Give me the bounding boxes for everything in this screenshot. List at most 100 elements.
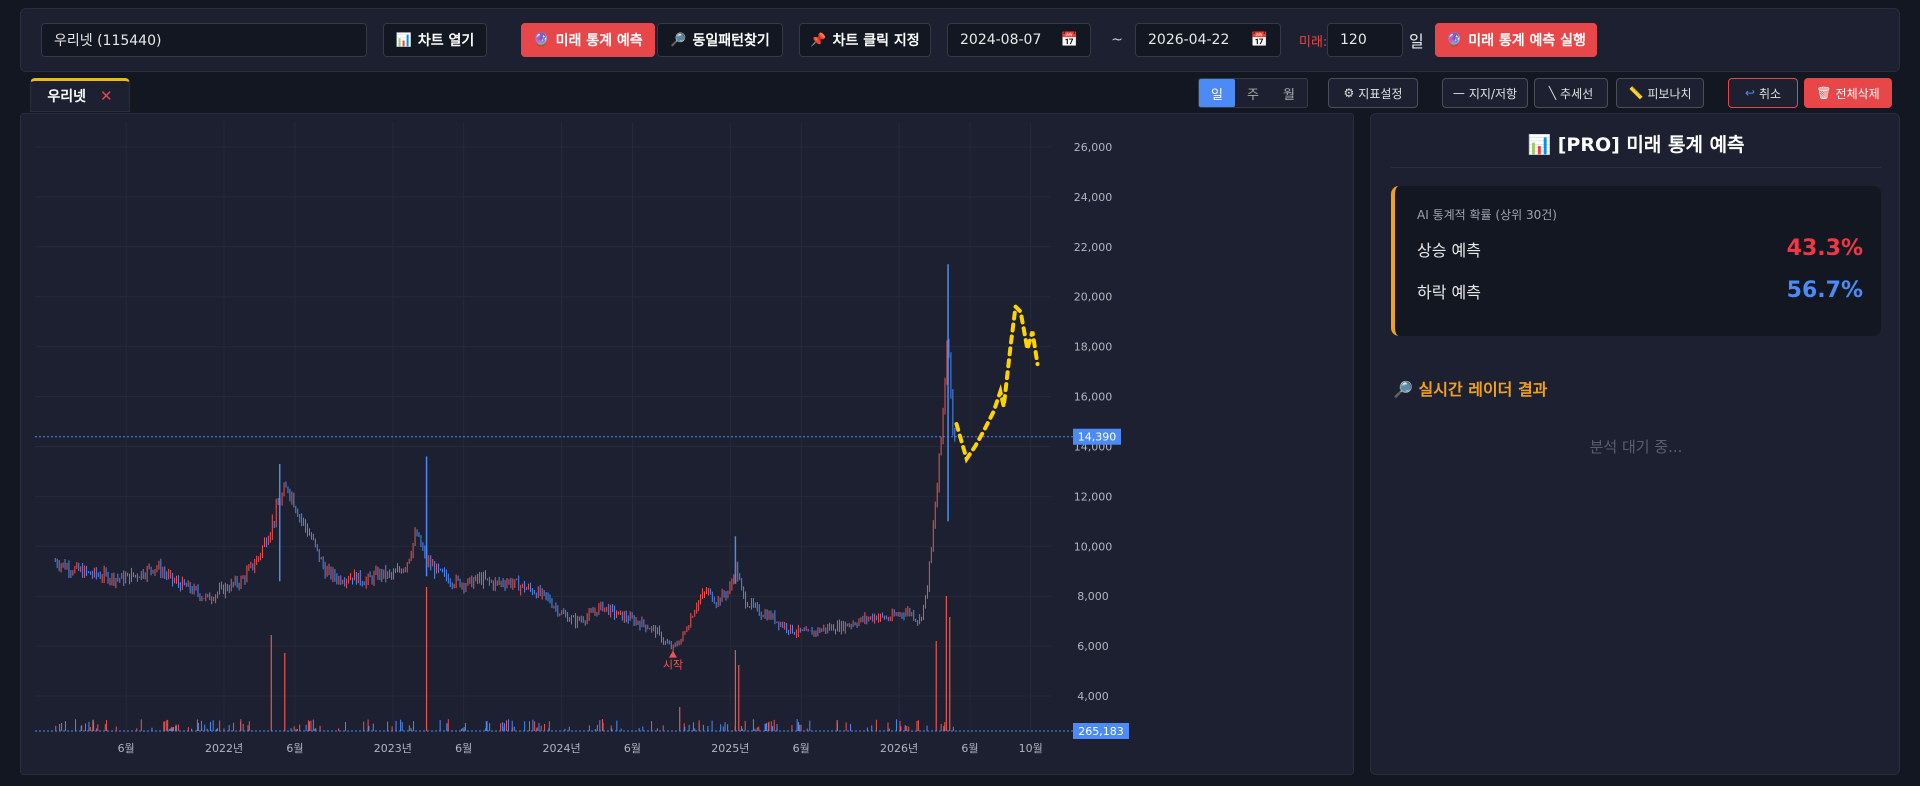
y-tick-label: 26,000: [1074, 141, 1113, 154]
tab-bar: 우리넷 ✕ 일 주 월 ⚙ 지표설정 — 지지/저항 ╲ 추세선 📏 피보나치 ↩ 취소 …: [20, 78, 1900, 112]
ruler-icon: 📏: [1628, 86, 1644, 100]
undo-button[interactable]: ↩ 취소: [1728, 78, 1798, 108]
down-prediction-row: 하락 예측 56.7%: [1417, 278, 1863, 303]
x-tick-label: 6월: [961, 742, 978, 755]
up-prediction-row: 상승 예측 43.3%: [1417, 236, 1863, 261]
x-tick-label: 6월: [624, 742, 641, 755]
radar-status: 분석 대기 중...: [1589, 438, 1683, 456]
diagonal-line-icon: ╲: [1548, 86, 1557, 100]
horizontal-line-icon: —: [1452, 86, 1465, 100]
trash-icon: 🗑: [1816, 86, 1832, 100]
crystal-ball-icon: 🔮: [533, 32, 550, 48]
support-resistance-button[interactable]: — 지지/저항: [1442, 78, 1528, 108]
prediction-line: [954, 302, 1040, 464]
y-tick-label: 10,000: [1074, 540, 1113, 553]
period-week[interactable]: 주: [1247, 87, 1259, 103]
y-tick-label: 6,000: [1077, 640, 1109, 653]
undo-label: 취소: [1758, 86, 1782, 101]
pin-icon: 📌: [810, 32, 827, 48]
start-date-input[interactable]: 2024-08-07 📅: [947, 23, 1091, 57]
stock-input-value: 우리넷 (115440): [54, 33, 162, 49]
y-tick-label: 8,000: [1077, 590, 1109, 603]
run-predict-button[interactable]: 🔮 미래 통계 예측 실행: [1435, 23, 1597, 57]
open-chart-label: 차트 열기: [417, 33, 475, 49]
y-tick-label: 4,000: [1077, 690, 1109, 703]
x-tick-label: 2024년: [543, 742, 581, 755]
volume-label: 265,183: [1078, 725, 1124, 738]
future-label: 미래:: [1299, 34, 1328, 50]
end-date-input[interactable]: 2026-04-22 📅: [1135, 23, 1281, 57]
period-month[interactable]: 월: [1283, 87, 1295, 103]
y-tick-label: 18,000: [1074, 341, 1113, 354]
x-tick-label: 6월: [793, 742, 810, 755]
up-prediction-value: 43.3%: [1786, 236, 1863, 261]
x-tick-label: 2026년: [880, 742, 918, 755]
calendar-icon: 📅: [1250, 32, 1268, 48]
magnifier-icon: 🔎: [1393, 380, 1413, 399]
volume-badge: [1073, 723, 1129, 739]
prediction-side-panel: 📊 [PRO] 미래 통계 예측 AI 통계적 확률 (상위 30건) 상승 예…: [1370, 113, 1900, 775]
down-prediction-value: 56.7%: [1786, 278, 1863, 303]
radar-title-text: 실시간 레이더 결과: [1418, 380, 1548, 399]
same-pattern-button[interactable]: 🔎 동일패턴찾기: [657, 23, 783, 57]
future-predict-label: 미래 통계 예측: [555, 33, 643, 49]
end-date-value: 2026-04-22: [1148, 32, 1230, 48]
chart-click-point-button[interactable]: 📌 차트 클릭 지정: [799, 23, 931, 57]
x-tick-label: 2025년: [711, 742, 749, 755]
start-marker-label: 시작: [663, 659, 683, 672]
x-tick-label: 6월: [455, 742, 472, 755]
down-prediction-label: 하락 예측: [1417, 282, 1481, 302]
future-days-input[interactable]: 120: [1327, 23, 1403, 57]
stock-search-input[interactable]: 우리넷 (115440): [41, 23, 367, 57]
fibonacci-button[interactable]: 📏 피보나치: [1616, 78, 1704, 108]
run-predict-label: 미래 통계 예측 실행: [1468, 33, 1586, 49]
up-prediction-label: 상승 예측: [1417, 240, 1481, 260]
delete-all-label: 전체삭제: [1835, 86, 1880, 101]
y-tick-label: 20,000: [1074, 291, 1113, 304]
bar-chart-icon: 📊: [1527, 134, 1552, 156]
start-date-value: 2024-08-07: [960, 32, 1042, 48]
x-tick-label: 6월: [118, 742, 135, 755]
fibonacci-label: 피보나치: [1647, 86, 1692, 101]
magnifier-icon: 🔎: [670, 32, 687, 48]
tab-woorinet[interactable]: 우리넷 ✕: [30, 78, 130, 112]
same-pattern-label: 동일패턴찾기: [692, 33, 770, 49]
probability-heading: AI 통계적 확률 (상위 30건): [1417, 208, 1557, 222]
side-panel-title: 📊 [PRO] 미래 통계 예측: [1391, 130, 1881, 168]
crystal-ball-icon: 🔮: [1446, 32, 1463, 48]
side-title-text: [PRO] 미래 통계 예측: [1557, 134, 1745, 156]
undo-icon: ↩: [1744, 86, 1755, 100]
price-chart[interactable]: 26,00024,00022,00020,00018,00016,00014,0…: [21, 114, 1354, 775]
delete-all-button[interactable]: 🗑 전체삭제: [1804, 78, 1892, 108]
future-predict-button[interactable]: 🔮 미래 통계 예측: [521, 23, 655, 57]
radar-title: 🔎 실시간 레이더 결과: [1393, 376, 1547, 400]
open-chart-button[interactable]: 📊 차트 열기: [383, 23, 487, 57]
y-tick-label: 16,000: [1074, 391, 1113, 404]
indicator-settings-button[interactable]: ⚙ 지표설정: [1328, 78, 1418, 108]
current-price-badge: [1073, 428, 1121, 445]
date-range-separator: ~: [1111, 32, 1123, 48]
close-icon[interactable]: ✕: [100, 87, 113, 105]
probability-card: AI 통계적 확률 (상위 30건) 상승 예측 43.3% 하락 예측 56.…: [1391, 186, 1881, 336]
future-days-value: 120: [1340, 32, 1367, 48]
period-day[interactable]: 일: [1199, 79, 1235, 107]
indicator-label: 지표설정: [1358, 86, 1403, 101]
y-tick-label: 22,000: [1074, 241, 1113, 254]
gear-icon: ⚙: [1343, 86, 1355, 100]
tab-label: 우리넷: [47, 89, 87, 105]
x-tick-label: 2023년: [374, 742, 412, 755]
bar-chart-icon: 📊: [395, 32, 412, 48]
x-tick-label: 10월: [1019, 742, 1043, 755]
x-tick-label: 2022년: [205, 742, 243, 755]
trendline-button[interactable]: ╲ 추세선: [1534, 78, 1608, 108]
chart-click-point-label: 차트 클릭 지정: [832, 33, 920, 49]
top-toolbar: 우리넷 (115440) 📊 차트 열기 🔮 미래 통계 예측 🔎 동일패턴찾기 📌 차…: [20, 8, 1900, 72]
calendar-icon: 📅: [1060, 32, 1078, 48]
y-tick-label: 12,000: [1074, 490, 1113, 503]
trendline-label: 추세선: [1560, 86, 1594, 101]
current-price-label: 14,390: [1078, 431, 1117, 444]
day-unit-label: 일: [1409, 32, 1424, 51]
start-marker-arrow: [668, 650, 677, 658]
chart-panel[interactable]: 26,000 24,000 22,000 20,000 18,000 16,000 14,0…: [20, 113, 1354, 775]
x-tick-label: 6월: [286, 742, 303, 755]
